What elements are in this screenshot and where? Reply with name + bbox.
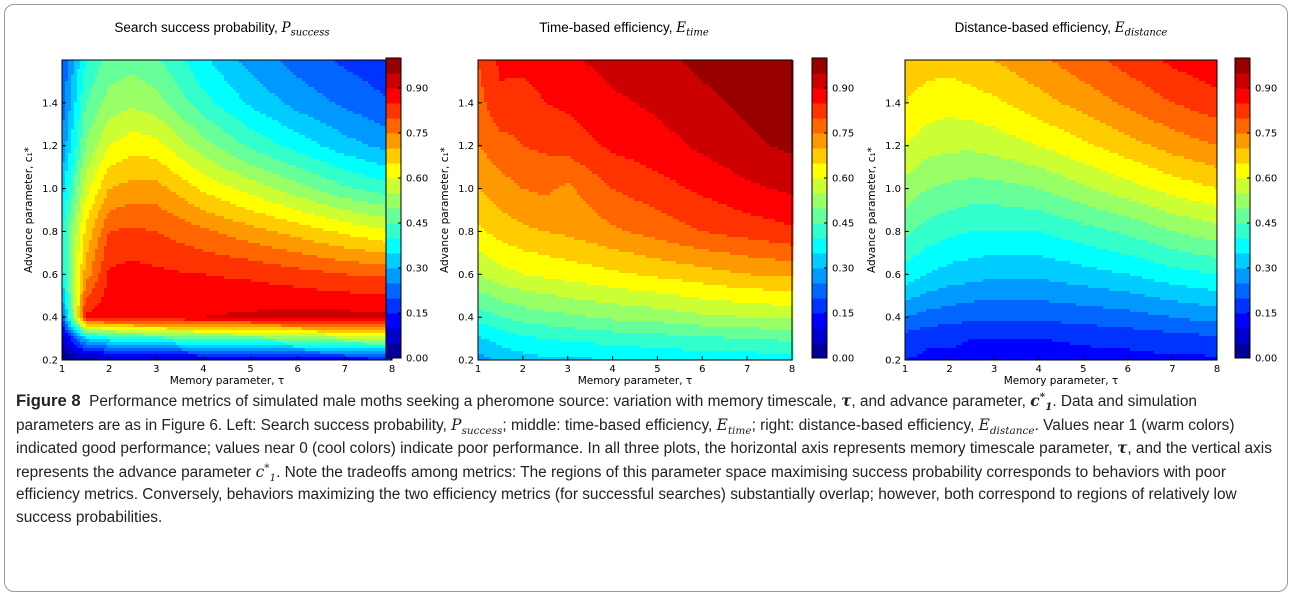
heatmap-cells	[62, 60, 393, 361]
